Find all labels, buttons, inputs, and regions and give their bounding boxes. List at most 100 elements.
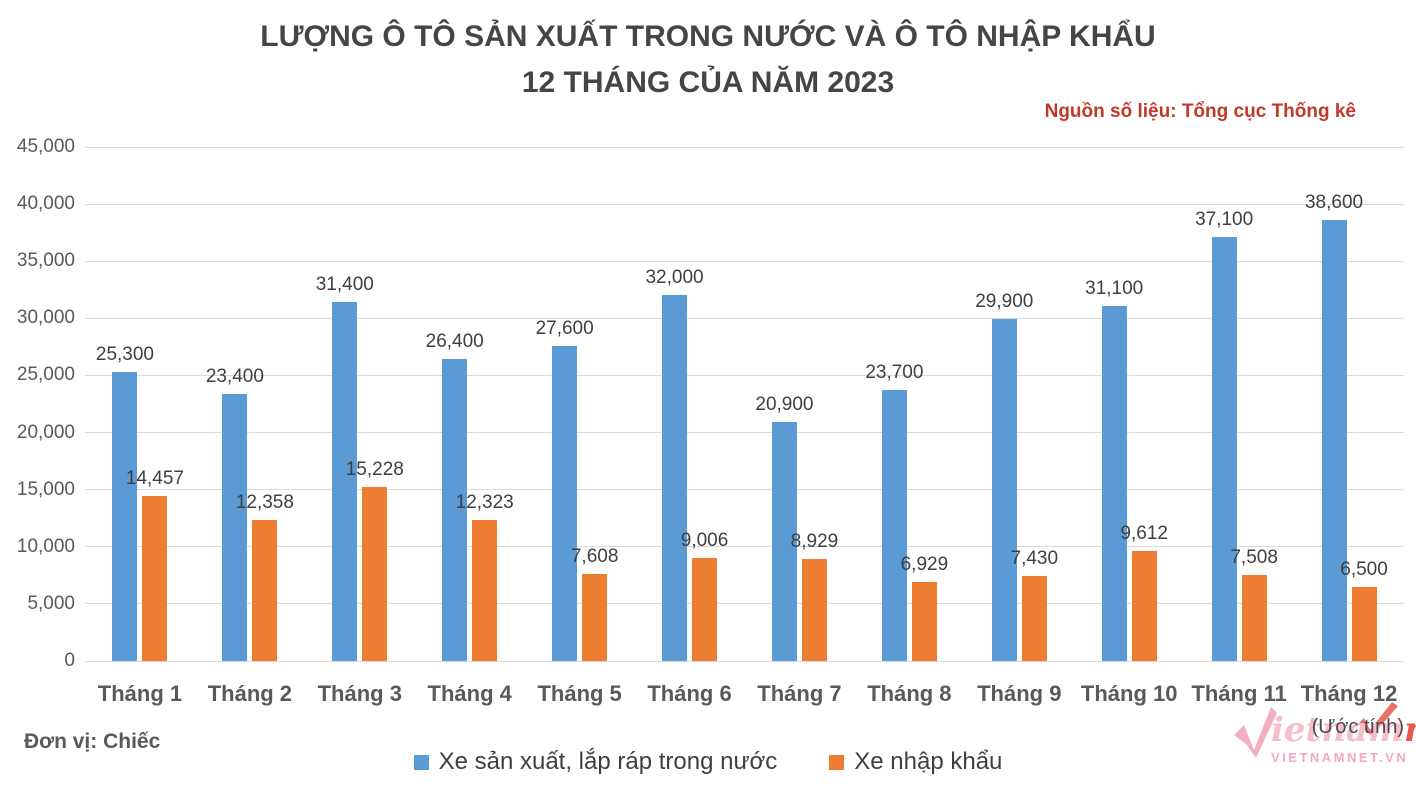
y-axis-label: 30,000: [16, 307, 75, 329]
bar-value-label: 12,323: [455, 492, 514, 514]
logo-wordmark-pink: ietnam: [1271, 710, 1404, 750]
bar-value-label: 27,600: [535, 317, 594, 339]
y-axis-label: 35,000: [16, 250, 75, 272]
x-axis-label: Tháng 5: [537, 681, 622, 706]
x-axis-label: Tháng 9: [977, 681, 1062, 706]
bar-value-label: 6,500: [1340, 558, 1388, 580]
y-axis-label: 20,000: [16, 421, 75, 443]
bar-value-label: 23,700: [865, 362, 924, 384]
bar-domestic: [1211, 237, 1237, 661]
bar-value-label: 8,929: [790, 531, 839, 552]
bar-imported: [1131, 551, 1157, 661]
bar-domestic: [222, 393, 248, 661]
bar-value-label: 26,400: [425, 331, 484, 353]
bar-domestic: [332, 302, 358, 661]
x-axis-label: Tháng 3: [317, 681, 402, 706]
bar-imported: [252, 519, 278, 661]
x-axis-label: Tháng 2: [207, 681, 293, 706]
bar-value-label: 23,400: [205, 365, 264, 387]
legend-label-domestic: Xe sản xuất, lắp ráp trong nước: [438, 748, 778, 775]
y-axis-label: 0: [64, 650, 75, 671]
bar-imported: [1241, 575, 1267, 661]
bar-value-label: 25,300: [95, 344, 155, 366]
bar-value-label: 14,457: [125, 467, 185, 489]
bar-value-label: 29,900: [975, 291, 1034, 313]
bar-value-label: 32,000: [645, 267, 704, 289]
bar-imported: [472, 520, 498, 661]
bar-value-label: 9,612: [1120, 523, 1168, 545]
bar-imported: [692, 558, 718, 661]
bar-domestic: [771, 422, 797, 661]
bar-domestic: [881, 390, 907, 661]
gridline: [85, 660, 1404, 662]
x-axis-label: Tháng 6: [647, 681, 732, 706]
bar-imported: [1021, 576, 1047, 661]
y-axis-label: 40,000: [16, 193, 75, 215]
x-axis-label: Tháng 7: [757, 681, 842, 706]
bar-domestic: [552, 345, 578, 661]
gridline: [85, 489, 1404, 491]
bar-value-label: 20,900: [755, 394, 814, 416]
gridline: [85, 546, 1404, 548]
y-axis-label: 45,000: [16, 136, 75, 157]
bar-domestic: [442, 359, 468, 661]
bar-value-label: 6,929: [900, 553, 949, 575]
gridline: [85, 203, 1404, 205]
logo-wordmark-red: net: [1404, 710, 1416, 750]
data-source-label: Nguồn số liệu: Tổng cục Thống kê: [1044, 101, 1356, 122]
bar-imported: [142, 495, 168, 661]
x-axis-label: Tháng 11: [1191, 681, 1287, 706]
legend-label-imported: Xe nhập khẩu: [854, 748, 1003, 775]
gridline: [85, 603, 1404, 605]
bar-value-label: 31,100: [1085, 277, 1144, 299]
bar-imported: [582, 574, 608, 661]
bar-imported: [801, 559, 827, 661]
y-axis-label: 15,000: [16, 478, 75, 500]
legend-item-imported: Xe nhập khẩu: [829, 748, 1002, 776]
bar-value-label: 37,100: [1195, 209, 1254, 231]
bar-imported: [911, 581, 937, 661]
chart-legend: Xe sản xuất, lắp ráp trong nước Xe nhập …: [0, 748, 1416, 776]
x-axis-label: Tháng 12: [1300, 681, 1398, 706]
bar-domestic: [662, 295, 688, 661]
logo-checkmark-red-icon: [1358, 702, 1398, 736]
gridline: [85, 317, 1404, 319]
unit-label: Đơn vị: Chiếc: [24, 730, 161, 753]
chart-title-line2: 12 THÁNG CỦA NĂM 2023: [521, 66, 895, 99]
bar-value-label: 7,608: [570, 546, 619, 568]
bar-value-label: 7,508: [1230, 547, 1278, 569]
logo-domain-text: VIETNAMNET.VN: [1271, 750, 1409, 765]
estimate-note: (Ước tính): [1311, 716, 1404, 738]
bar-imported: [362, 487, 388, 661]
y-axis-label: 5,000: [27, 592, 75, 614]
y-axis-label: 10,000: [16, 535, 75, 557]
gridline: [85, 432, 1404, 434]
legend-swatch-imported-icon: [829, 754, 845, 770]
x-axis-label: Tháng 1: [97, 681, 183, 706]
bar-domestic: [1101, 305, 1127, 661]
bar-domestic: [1321, 220, 1347, 661]
x-axis-label: Tháng 10: [1080, 681, 1178, 706]
bar-value-label: 31,400: [315, 274, 374, 296]
bar-imported: [1351, 586, 1377, 661]
bar-value-label: 7,430: [1010, 548, 1059, 570]
chart-title: LƯỢNG Ô TÔ SẢN XUẤT TRONG NƯỚC VÀ Ô TÔ N…: [0, 14, 1416, 106]
y-axis-label: 25,000: [16, 364, 75, 386]
logo-wordmark: ietnamnet: [1271, 712, 1416, 748]
x-axis-label: Tháng 4: [427, 681, 512, 706]
bar-value-label: 12,358: [235, 491, 294, 513]
chart-title-line1: LƯỢNG Ô TÔ SẢN XUẤT TRONG NƯỚC VÀ Ô TÔ N…: [260, 20, 1156, 53]
bar-value-label: 15,228: [345, 459, 404, 481]
logo-checkmark-icon: [1234, 707, 1277, 758]
gridline: [85, 260, 1404, 262]
x-axis-label: Tháng 8: [867, 681, 952, 706]
vietnamnet-logo: ietnamnet VIETNAMNET.VN: [1234, 702, 1416, 778]
bar-value-label: 38,600: [1304, 192, 1364, 214]
bar-domestic: [112, 372, 138, 661]
legend-swatch-domestic-icon: [413, 754, 429, 770]
bar-value-label: 9,006: [680, 530, 729, 552]
gridline: [85, 374, 1404, 376]
legend-item-domestic: Xe sản xuất, lắp ráp trong nước: [413, 748, 778, 776]
